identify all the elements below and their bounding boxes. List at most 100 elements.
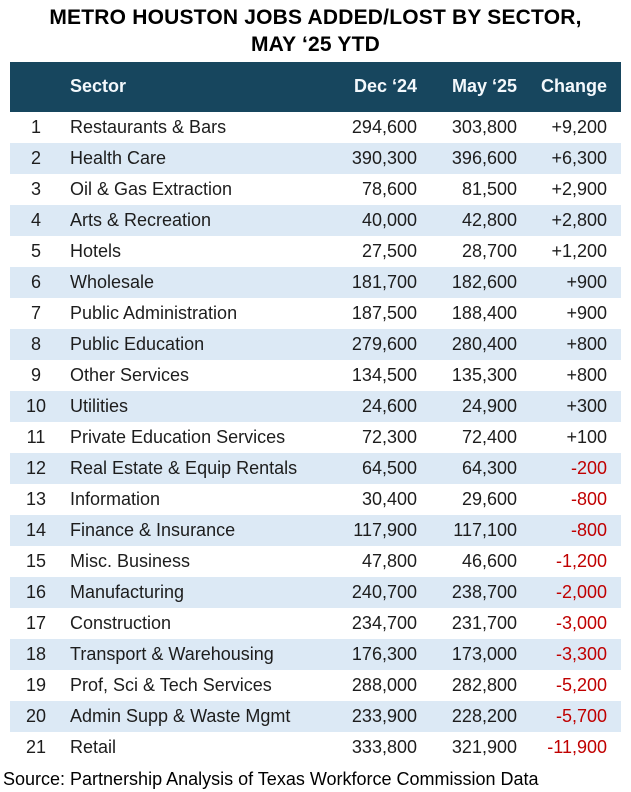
table-row: 9 Other Services 134,500 135,300 +800 xyxy=(10,360,621,391)
jobs-table: Sector Dec ‘24 May ‘25 Change 1 Restauran… xyxy=(10,61,621,763)
cell-may25: 238,700 xyxy=(451,581,517,602)
cell-may25: 282,800 xyxy=(451,674,517,695)
cell-dec24: 187,500 xyxy=(351,302,417,323)
table-row: 1 Restaurants & Bars 294,600 303,800 +9,200 xyxy=(10,112,621,143)
table-row: 7 Public Administration 187,500 188,400 +900 xyxy=(10,298,621,329)
cell-sector: Oil & Gas Extraction xyxy=(70,178,233,199)
cell-dec24: 78,600 xyxy=(361,178,417,199)
cell-may25: 64,300 xyxy=(461,457,517,478)
header-sector: Sector xyxy=(70,76,127,97)
cell-rank: 9 xyxy=(30,364,41,385)
cell-change: +2,800 xyxy=(551,209,607,230)
cell-sector: Construction xyxy=(70,612,172,633)
title-line-2: MAY ‘25 YTD xyxy=(250,33,381,57)
cell-rank: 16 xyxy=(25,581,47,602)
cell-rank: 6 xyxy=(30,271,41,292)
cell-sector: Prof, Sci & Tech Services xyxy=(70,674,272,695)
table-row: 21 Retail 333,800 321,900 -11,900 xyxy=(10,732,621,763)
cell-may25: 231,700 xyxy=(451,612,517,633)
title-line-1: METRO HOUSTON JOBS ADDED/LOST BY SECTOR, xyxy=(49,6,582,29)
cell-may25: 321,900 xyxy=(451,736,517,757)
cell-dec24: 176,300 xyxy=(351,643,417,664)
cell-rank: 17 xyxy=(25,612,47,633)
cell-may25: 72,400 xyxy=(461,426,517,447)
table-row: 20 Admin Supp & Waste Mgmt 233,900 228,200 -… xyxy=(10,700,621,732)
table-row: 15 Misc. Business 47,800 46,600 -1,200 xyxy=(10,546,621,577)
table-body: 1 Restaurants & Bars 294,600 303,800 +9,200 2… xyxy=(10,112,621,763)
cell-rank: 8 xyxy=(30,333,41,354)
cell-change: +900 xyxy=(566,302,607,323)
table-row: 13 Information 30,400 29,600 -800 xyxy=(10,484,621,515)
cell-dec24: 240,700 xyxy=(351,581,417,602)
cell-dec24: 233,900 xyxy=(351,705,417,726)
cell-rank: 13 xyxy=(25,488,47,509)
cell-dec24: 30,400 xyxy=(361,488,417,509)
cell-change: +1,200 xyxy=(551,240,607,261)
cell-dec24: 40,000 xyxy=(361,209,417,230)
cell-dec24: 279,600 xyxy=(351,333,417,354)
table-row: 5 Hotels 27,500 28,700 +1,200 xyxy=(10,236,621,267)
cell-may25: 135,300 xyxy=(451,364,517,385)
header-may25: May ‘25 xyxy=(451,76,517,97)
cell-sector: Wholesale xyxy=(70,271,155,292)
table-row: 11 Private Education Services 72,300 72,400… xyxy=(10,422,621,453)
cell-sector: Private Education Services xyxy=(70,426,286,447)
cell-sector: Finance & Insurance xyxy=(70,519,236,540)
cell-change: -11,900 xyxy=(547,736,607,757)
cell-change: -800 xyxy=(570,519,607,540)
cell-may25: 81,500 xyxy=(461,178,517,199)
cell-change: -800 xyxy=(570,488,607,509)
table-row: 10 Utilities 24,600 24,900 +300 xyxy=(10,390,621,422)
cell-change: +6,300 xyxy=(551,147,607,168)
cell-rank: 14 xyxy=(25,519,47,540)
table-row: 3 Oil & Gas Extraction 78,600 81,500 +2,900 xyxy=(10,174,621,205)
cell-sector: Admin Supp & Waste Mgmt xyxy=(70,705,291,726)
cell-sector: Manufacturing xyxy=(70,581,185,602)
cell-dec24: 134,500 xyxy=(351,364,417,385)
page-title: METRO HOUSTON JOBS ADDED/LOST BY SECTOR,… xyxy=(0,0,631,59)
table-header-row: Sector Dec ‘24 May ‘25 Change xyxy=(10,61,621,112)
cell-rank: 1 xyxy=(30,116,41,137)
cell-rank: 10 xyxy=(25,395,47,416)
cell-sector: Arts & Recreation xyxy=(70,209,212,230)
cell-sector: Retail xyxy=(70,736,117,757)
cell-may25: 29,600 xyxy=(461,488,517,509)
cell-rank: 12 xyxy=(25,457,47,478)
cell-dec24: 390,300 xyxy=(351,147,417,168)
table-row: 4 Arts & Recreation 40,000 42,800 +2,800 xyxy=(10,204,621,236)
cell-may25: 28,700 xyxy=(461,240,517,261)
cell-sector: Transport & Warehousing xyxy=(70,643,274,664)
cell-sector: Health Care xyxy=(70,147,167,168)
cell-dec24: 333,800 xyxy=(351,736,417,757)
cell-dec24: 181,700 xyxy=(351,271,417,292)
cell-change: +9,200 xyxy=(551,116,607,137)
cell-sector: Utilities xyxy=(70,395,129,416)
cell-rank: 18 xyxy=(25,643,47,664)
cell-rank: 5 xyxy=(30,240,41,261)
table-row: 6 Wholesale 181,700 182,600 +900 xyxy=(10,266,621,298)
cell-change: +2,900 xyxy=(551,178,607,199)
cell-may25: 280,400 xyxy=(451,333,517,354)
cell-dec24: 47,800 xyxy=(361,550,417,571)
cell-change: +800 xyxy=(566,364,607,385)
cell-rank: 21 xyxy=(25,736,47,757)
cell-may25: 182,600 xyxy=(451,271,517,292)
table-row: 18 Transport & Warehousing 176,300 173,000 -… xyxy=(10,638,621,670)
cell-may25: 42,800 xyxy=(461,209,517,230)
cell-rank: 2 xyxy=(30,147,41,168)
cell-dec24: 117,900 xyxy=(353,519,417,540)
cell-change: -2,000 xyxy=(555,581,607,602)
cell-sector: Public Education xyxy=(70,333,205,354)
header-change: Change xyxy=(540,76,607,97)
cell-rank: 20 xyxy=(25,705,47,726)
cell-sector: Information xyxy=(70,488,161,509)
cell-dec24: 294,600 xyxy=(351,116,417,137)
cell-may25: 46,600 xyxy=(461,550,517,571)
cell-sector: Hotels xyxy=(70,240,122,261)
table-row: 12 Real Estate & Equip Rentals 64,500 64,30… xyxy=(10,452,621,484)
cell-rank: 19 xyxy=(25,674,47,695)
cell-change: +800 xyxy=(566,333,607,354)
cell-rank: 15 xyxy=(25,550,47,571)
cell-change: -5,700 xyxy=(555,705,607,726)
